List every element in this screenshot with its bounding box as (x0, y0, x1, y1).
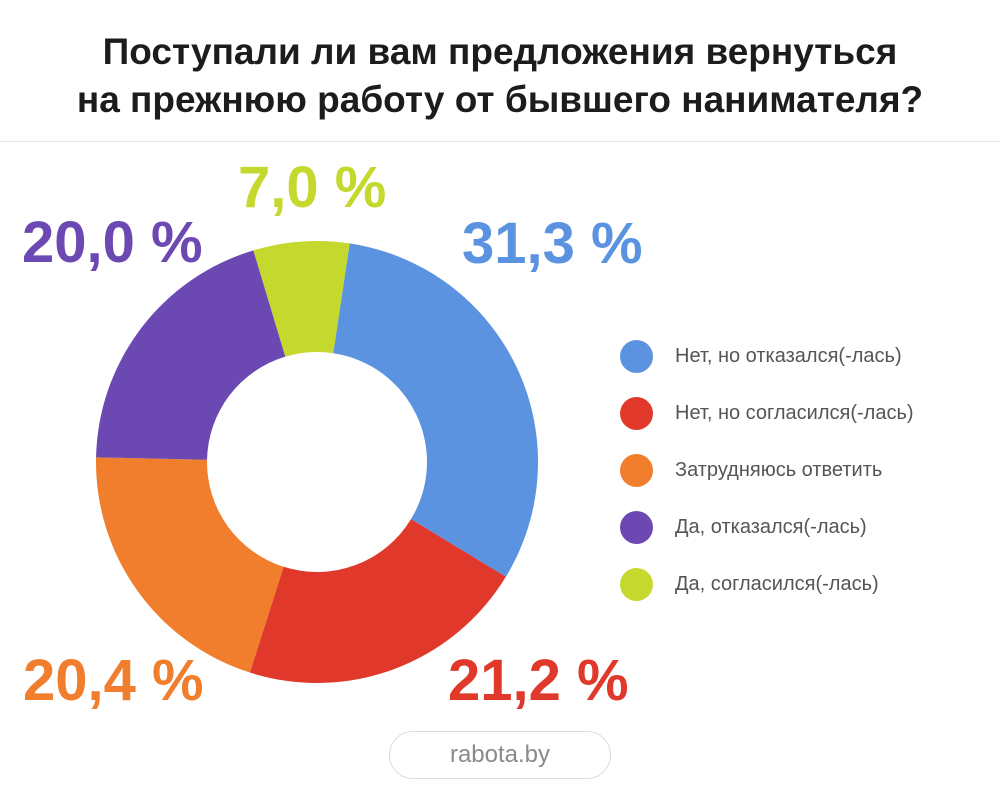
slice-value-label-4: 20,0 % (22, 210, 203, 275)
legend-item-4: Да, отказался(-лась) (620, 499, 990, 556)
legend-label: Да, согласился(-лась) (675, 573, 879, 595)
legend-swatch-icon (620, 397, 653, 430)
slice-value-label-3: 20,4 % (23, 648, 204, 713)
legend-label: Нет, но согласился(-лась) (675, 402, 914, 424)
legend-item-1: Нет, но отказался(-лась) (620, 328, 990, 385)
legend-swatch-icon (620, 454, 653, 487)
legend-label: Да, отказался(-лась) (675, 516, 867, 538)
title-divider (0, 141, 1000, 142)
slice-value-label-2: 21,2 % (448, 648, 629, 713)
percentage-labels: 31,3 % 21,2 % 20,4 % 20,0 % 7,0 % (22, 155, 643, 713)
source-label: rabota.by (449, 741, 551, 768)
legend-item-2: Нет, но согласился(-лась) (620, 385, 990, 442)
donut-slice-3 (96, 457, 284, 673)
legend-item-3: Затрудняюсь ответить (620, 442, 990, 499)
legend-label: Затрудняюсь ответить (675, 459, 883, 481)
donut-slice-2 (249, 519, 506, 683)
legend-swatch-icon (620, 511, 653, 544)
source-badge[interactable]: rabota.by (389, 731, 611, 779)
chart-title-line-1: Поступали ли вам предложения вернуться (102, 31, 898, 72)
donut-slice-5 (253, 241, 350, 357)
chart-title: Поступали ли вам предложения вернуться н… (0, 28, 1000, 124)
donut-slice-1 (333, 243, 539, 577)
slice-value-label-1: 31,3 % (462, 211, 643, 276)
chart-legend: Нет, но отказался(-лась) Нет, но согласил… (620, 328, 990, 613)
legend-swatch-icon (620, 568, 653, 601)
legend-item-5: Да, согласился(-лась) (620, 556, 990, 613)
donut-slices (96, 241, 539, 683)
slice-value-label-5: 7,0 % (238, 155, 386, 220)
legend-swatch-icon (620, 340, 653, 373)
legend-label: Нет, но отказался(-лась) (675, 345, 902, 367)
donut-slice-4 (96, 250, 286, 460)
chart-title-line-2: на прежнюю работу от бывшего нанимателя? (76, 79, 924, 120)
